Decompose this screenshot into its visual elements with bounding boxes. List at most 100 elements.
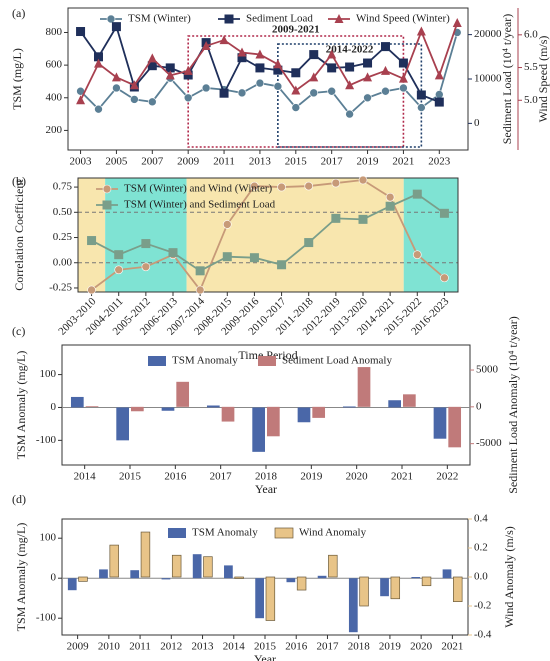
marker [111, 22, 121, 32]
x-tick-label: 2018 [255, 471, 278, 483]
marker [222, 252, 232, 262]
bar [234, 576, 244, 579]
x-tick-label: 2012 [160, 641, 182, 653]
bar [403, 394, 416, 407]
y-tick-label: 800 [46, 26, 63, 38]
bar [131, 406, 144, 412]
bar [99, 569, 108, 579]
marker [224, 14, 234, 24]
marker [255, 49, 265, 59]
bar [390, 576, 401, 600]
bar [192, 554, 202, 579]
y-tick-label: 10000 [474, 73, 502, 85]
marker [102, 200, 112, 210]
legend-label: TSM (Winter) and Sediment Load [124, 199, 276, 211]
bar [342, 406, 356, 408]
marker [147, 53, 157, 63]
x-tick-label: 2021 [392, 156, 414, 168]
marker [291, 68, 301, 78]
marker [304, 181, 314, 191]
x-tick-label: 2015 [254, 641, 277, 653]
axis-title: Wind Anomaly (m/s) [502, 526, 516, 628]
legend-swatch [274, 527, 294, 539]
x-tick-label: 2018 [348, 641, 371, 653]
bar [140, 531, 151, 578]
highlight-box [277, 43, 423, 148]
marker [416, 26, 426, 36]
bar [388, 400, 401, 408]
marker [168, 248, 178, 258]
marker [250, 181, 259, 191]
marker [331, 213, 341, 223]
x-tick-label: 2022 [436, 471, 458, 483]
axis-title: TSM Anomaly (mg/L) [14, 351, 28, 460]
marker [87, 236, 97, 246]
marker [183, 65, 193, 75]
marker [327, 86, 336, 96]
marker [434, 97, 444, 107]
bar [296, 576, 307, 591]
bar [161, 407, 175, 411]
marker [417, 103, 426, 112]
legend-swatch [148, 356, 166, 366]
shaded-region [403, 178, 458, 292]
marker [255, 78, 265, 88]
marker [277, 260, 287, 270]
x-tick-label: 2017 [316, 641, 339, 653]
axis-title: TSM (mg/L) [10, 48, 24, 110]
y-tick-label: -100 [36, 612, 57, 624]
x-tick-label: 2011 [129, 641, 151, 653]
marker [334, 14, 344, 23]
x-tick-label: 2019 [357, 156, 380, 168]
y-tick-label: -100 [36, 434, 57, 446]
bar [448, 406, 462, 448]
y-tick-label: 0.0 [474, 571, 488, 583]
y-tick-label: 200 [46, 124, 63, 136]
legend-label: Sediment Load Anomaly [282, 355, 392, 367]
marker [291, 103, 301, 112]
bar [221, 406, 235, 422]
marker [87, 285, 96, 295]
marker [277, 182, 286, 192]
axis-title: Sediment Load (10⁴ t/year) [500, 14, 514, 144]
x-tick-label: 2010 [98, 641, 121, 653]
legend-label: TSM (Winter) and Wind (Winter) [124, 183, 272, 195]
bar [171, 554, 182, 578]
y-tick-label: 0.25 [53, 231, 73, 243]
series-line [91, 193, 445, 272]
legend-label: TSM Anomaly [172, 355, 238, 367]
x-tick-label: 2005 [105, 156, 128, 168]
bar [359, 576, 369, 607]
marker [114, 250, 124, 260]
x-tick-label: 2021 [441, 641, 463, 653]
bar [130, 570, 140, 579]
bar [348, 578, 358, 633]
y-tick-label: 0 [51, 401, 57, 413]
y-tick-label: 0 [51, 572, 57, 584]
bar [206, 405, 220, 408]
bar [109, 544, 119, 578]
marker [416, 90, 426, 100]
bar [116, 407, 129, 441]
y-tick-label: -0.2 [474, 600, 491, 612]
marker [102, 184, 112, 194]
marker [452, 18, 462, 28]
marker [440, 273, 449, 283]
bar [252, 407, 265, 452]
marker [345, 109, 354, 119]
marker [111, 72, 121, 82]
marker [76, 95, 86, 105]
marker [412, 189, 422, 199]
x-axis-title: Time Period [238, 348, 297, 362]
marker [195, 285, 205, 295]
marker [237, 88, 247, 98]
series-line [79, 32, 459, 116]
series-line [91, 179, 446, 292]
panel-label: (a) [12, 6, 25, 20]
bar [161, 578, 171, 580]
bar [357, 367, 371, 407]
x-tick-label: 2016 [285, 641, 308, 653]
marker [331, 178, 341, 188]
marker [309, 50, 319, 60]
highlight-label: 2014-2022 [326, 44, 374, 56]
